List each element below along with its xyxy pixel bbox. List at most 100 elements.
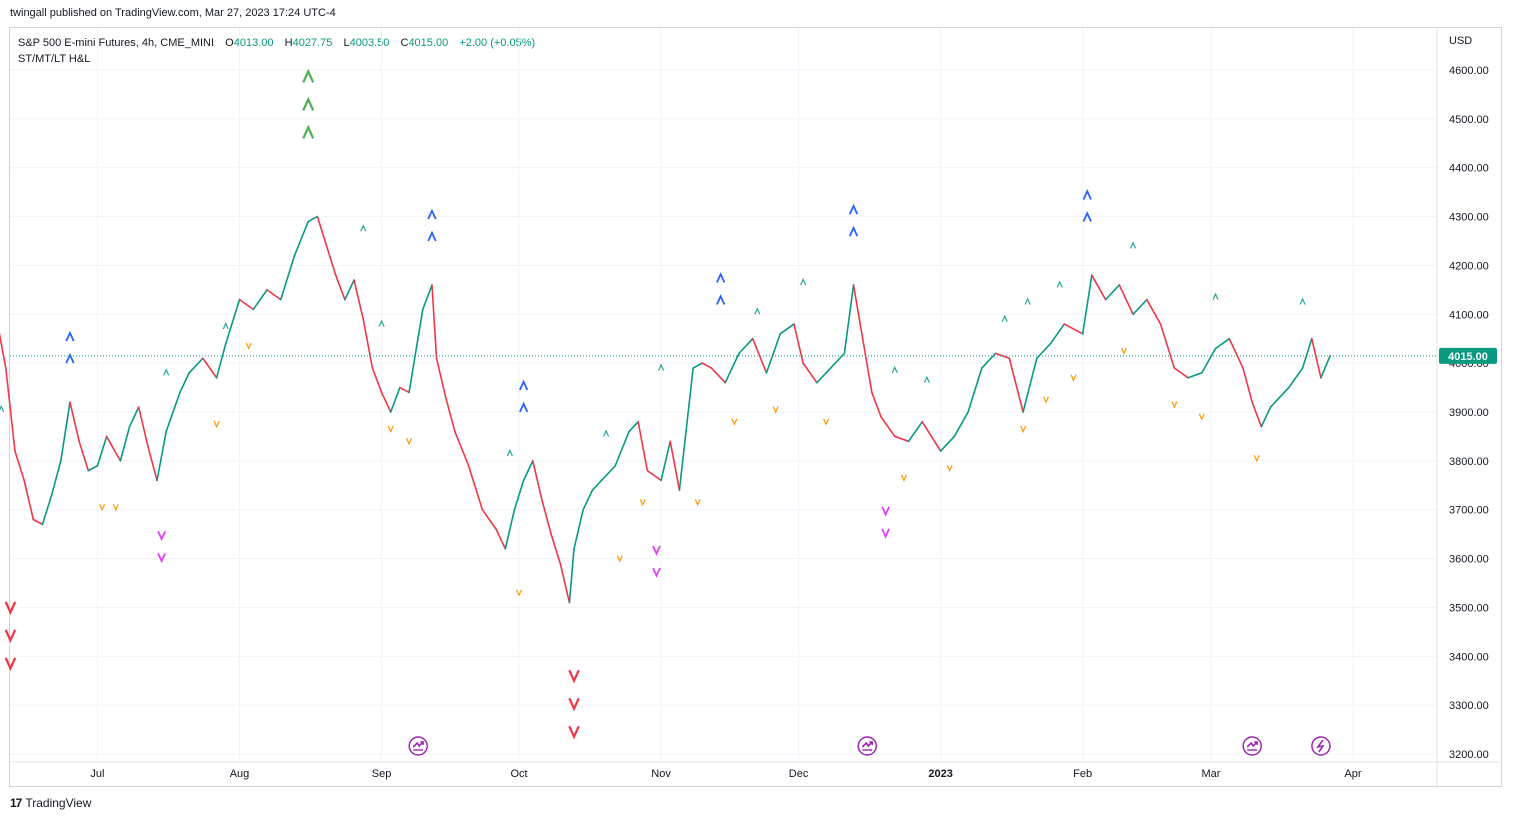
y-tick-label: 3500.00 bbox=[1449, 602, 1489, 614]
event-circle bbox=[1242, 736, 1262, 756]
price-segment bbox=[994, 352, 1011, 360]
symbol-title[interactable]: S&P 500 E-mini Futures, 4h, CME_MINI bbox=[18, 37, 215, 49]
high-marker bbox=[427, 230, 437, 242]
price-segment bbox=[156, 430, 168, 482]
y-tick-label: 4400.00 bbox=[1449, 163, 1489, 175]
low-marker bbox=[652, 545, 661, 556]
x-tick-label: Apr bbox=[1344, 768, 1361, 780]
price-segment bbox=[279, 254, 296, 301]
marker-glyph bbox=[4, 657, 17, 671]
price-segment bbox=[568, 547, 575, 604]
low-marker bbox=[568, 697, 580, 712]
price-segment bbox=[953, 411, 969, 438]
low-marker bbox=[616, 555, 623, 563]
marker-glyph bbox=[65, 330, 75, 342]
marker-glyph bbox=[302, 96, 315, 111]
arrow-head bbox=[420, 741, 424, 745]
low-marker bbox=[157, 552, 166, 564]
dividend-event-icon[interactable] bbox=[1242, 736, 1262, 756]
price-segment bbox=[252, 289, 268, 311]
marker-glyph bbox=[1042, 396, 1050, 404]
high-marker bbox=[519, 379, 529, 391]
price-segment bbox=[96, 435, 108, 467]
price-segment bbox=[793, 323, 804, 364]
price-series bbox=[0, 215, 1331, 604]
price-segment bbox=[389, 386, 401, 413]
low-marker bbox=[4, 601, 17, 615]
marker-glyph bbox=[157, 530, 166, 542]
price-segment bbox=[614, 430, 630, 467]
tradingview-logo-icon: 17 bbox=[10, 796, 22, 810]
marker-glyph bbox=[222, 321, 229, 330]
price-segment bbox=[32, 518, 44, 526]
lightning-icon bbox=[1316, 739, 1325, 753]
price-segment bbox=[816, 367, 832, 384]
price-segment bbox=[147, 445, 158, 482]
price-segment bbox=[861, 337, 873, 394]
y-axis: 3200.00 3300.00 3400.00 3500.00 3600.00 3700.… bbox=[1449, 65, 1489, 761]
marker-glyph bbox=[157, 552, 166, 564]
dividend-event-icon[interactable] bbox=[408, 736, 428, 756]
marker-glyph bbox=[1024, 297, 1031, 305]
chart-legend: S&P 500 E-mini Futures, 4h, CME_MINI O40… bbox=[18, 35, 535, 67]
high-marker bbox=[302, 124, 315, 139]
high-marker bbox=[360, 224, 367, 232]
marker-glyph bbox=[99, 503, 106, 512]
earnings-event-icon[interactable] bbox=[1311, 736, 1331, 756]
marker-glyph bbox=[302, 68, 315, 83]
high-marker bbox=[1056, 280, 1063, 288]
price-segment bbox=[921, 420, 942, 452]
y-tick-label: 3200.00 bbox=[1449, 749, 1489, 761]
high-label: H bbox=[284, 37, 293, 49]
high-marker bbox=[302, 96, 315, 111]
split-arrow-icon bbox=[412, 741, 424, 748]
last-price: 4015.00 bbox=[10, 347, 1497, 364]
marker-glyph bbox=[1082, 189, 1092, 200]
low-marker bbox=[157, 530, 166, 542]
price-segment bbox=[907, 420, 924, 443]
price-segment bbox=[431, 284, 438, 360]
low-marker bbox=[112, 503, 119, 512]
split-arrow-icon bbox=[1246, 741, 1258, 748]
price-segment bbox=[362, 318, 374, 369]
price-segment bbox=[981, 352, 997, 369]
price-segment bbox=[266, 289, 282, 301]
price-segment bbox=[1200, 347, 1217, 374]
high-marker bbox=[65, 330, 75, 342]
high-marker bbox=[163, 368, 170, 376]
marker-glyph bbox=[1299, 297, 1306, 305]
low-marker bbox=[694, 499, 701, 507]
price-segment bbox=[1118, 284, 1134, 316]
indicator-title[interactable]: ST/MT/LT H&L bbox=[18, 53, 91, 65]
dividend-event-icon[interactable] bbox=[857, 736, 878, 756]
marker-glyph bbox=[1171, 401, 1178, 409]
x-tick-label: Oct bbox=[510, 768, 527, 780]
price-segment bbox=[215, 342, 227, 379]
price-segment bbox=[765, 333, 782, 374]
y-tick-label: 3700.00 bbox=[1449, 505, 1489, 517]
x-tick-label: Feb bbox=[1073, 768, 1092, 780]
y-tick-label: 4600.00 bbox=[1449, 65, 1489, 77]
marker-glyph bbox=[658, 363, 665, 371]
legend-ohlc-row: S&P 500 E-mini Futures, 4h, CME_MINI O40… bbox=[18, 35, 535, 51]
marker-glyph bbox=[603, 429, 610, 437]
marker-glyph bbox=[923, 375, 930, 383]
price-segment bbox=[371, 367, 383, 394]
marker-glyph bbox=[4, 629, 17, 643]
price-segment bbox=[939, 435, 956, 452]
low-marker bbox=[639, 499, 646, 507]
price-segment bbox=[1063, 323, 1084, 335]
y-tick-label: 4500.00 bbox=[1449, 114, 1489, 126]
price-segment bbox=[692, 362, 704, 369]
marker-glyph bbox=[800, 278, 807, 286]
price-segment bbox=[23, 479, 35, 521]
price-segment bbox=[137, 406, 149, 448]
low-marker bbox=[1120, 347, 1127, 355]
y-tick-label: 3400.00 bbox=[1449, 651, 1489, 663]
price-segment bbox=[105, 435, 122, 462]
arrow-head bbox=[1254, 741, 1258, 745]
price-segment bbox=[550, 533, 562, 565]
high-marker bbox=[848, 203, 859, 215]
price-segment bbox=[678, 367, 694, 491]
